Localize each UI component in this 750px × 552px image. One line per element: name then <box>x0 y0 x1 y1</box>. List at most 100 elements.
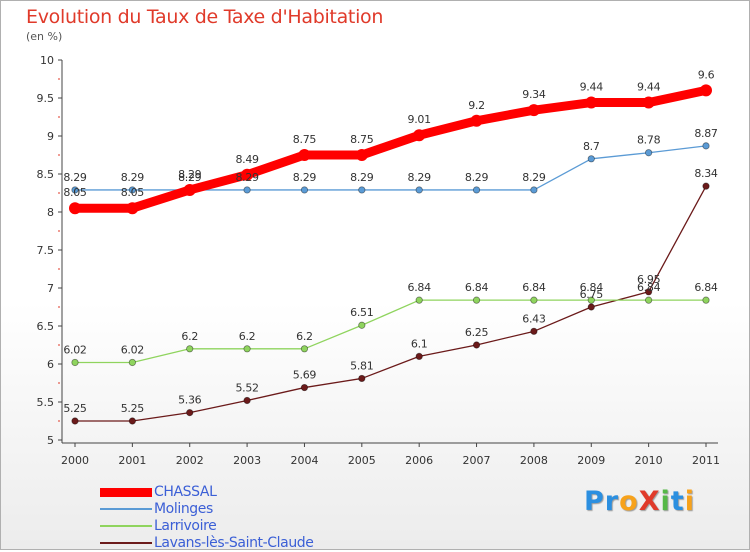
series-line <box>74 299 707 364</box>
data-label: 8.29 <box>63 171 87 184</box>
data-label: 6.84 <box>465 281 489 294</box>
data-point <box>702 142 710 150</box>
data-label: 9.34 <box>522 88 546 101</box>
x-tick-label: 2010 <box>635 454 663 467</box>
data-point <box>241 168 254 181</box>
data-label: 5.52 <box>235 381 258 394</box>
x-tick-label: 2004 <box>290 454 318 467</box>
data-point <box>530 296 538 304</box>
chart-title: Evolution du Taux de Taxe d'Habitation <box>26 6 384 28</box>
data-label: 5.25 <box>63 402 87 415</box>
data-label: 6.2 <box>239 330 256 343</box>
data-label: 9.2 <box>468 99 485 112</box>
data-label: 8.29 <box>178 168 202 181</box>
data-point <box>415 352 423 360</box>
data-point <box>645 149 653 157</box>
x-tick-label: 2000 <box>61 454 89 467</box>
data-point <box>702 296 710 304</box>
legend-item: Larrivoire <box>100 518 360 535</box>
data-point <box>358 186 366 194</box>
data-label: 8.87 <box>694 127 718 140</box>
data-label: 8.49 <box>235 153 259 166</box>
data-label: 6.84 <box>408 281 432 294</box>
data-point <box>186 409 194 417</box>
data-labels: 8.05 8.05 8.29 8.49 8.75 8.75 9.01 9.2 9.34 9.44 9… <box>63 68 718 415</box>
y-tick-label: 9 <box>47 130 54 143</box>
data-label: 6.84 <box>522 281 546 294</box>
data-point <box>300 383 309 392</box>
data-label: 5.69 <box>293 369 317 382</box>
y-tick-label: 8 <box>47 206 54 219</box>
data-label: 9.6 <box>698 68 715 81</box>
data-point <box>585 96 598 109</box>
data-point <box>415 186 423 194</box>
data-label: 6.02 <box>121 343 144 356</box>
data-point <box>128 358 136 367</box>
y-tick-label: 10 <box>40 54 54 67</box>
data-label: 6.84 <box>637 281 661 294</box>
data-label: 5.36 <box>178 394 202 407</box>
data-point <box>358 374 366 383</box>
data-point <box>71 186 79 194</box>
data-label: 6.2 <box>296 330 313 343</box>
legend-item: Molinges <box>100 501 360 518</box>
y-tick-label: 7.5 <box>37 244 55 257</box>
data-point <box>645 288 653 296</box>
data-label: 9.44 <box>637 81 661 94</box>
data-label: 8.05 <box>63 186 87 199</box>
data-label: 9.01 <box>408 113 431 126</box>
data-point <box>530 327 538 335</box>
series-line <box>74 185 707 422</box>
proxiti-logo: ProXiti <box>584 486 695 517</box>
data-point <box>530 186 538 194</box>
data-point <box>71 358 79 367</box>
data-label: 9.44 <box>580 81 604 94</box>
legend-item: CHASSAL <box>100 484 360 501</box>
data-point <box>587 155 595 163</box>
data-point <box>243 345 251 353</box>
data-label: 8.29 <box>350 171 374 184</box>
data-label: 5.25 <box>121 402 145 415</box>
x-tick-label: 2008 <box>520 454 548 467</box>
y-tick-label: 5.5 <box>37 396 55 409</box>
data-label: 8.29 <box>178 171 202 184</box>
data-label: 6.02 <box>63 343 86 356</box>
data-point <box>126 202 139 215</box>
data-label: 8.29 <box>465 171 489 184</box>
data-label: 8.29 <box>293 171 317 184</box>
data-label: 6.95 <box>637 273 661 286</box>
x-tick-label: 2002 <box>176 454 204 467</box>
data-point <box>183 183 196 196</box>
y-tick-label: 8.5 <box>37 168 55 181</box>
data-label: 8.05 <box>121 186 145 199</box>
series-line <box>70 85 711 213</box>
data-label: 5.81 <box>350 359 373 372</box>
data-point <box>702 182 710 190</box>
legend-label: Molinges <box>154 501 213 517</box>
data-point <box>413 129 426 142</box>
data-point <box>243 396 251 405</box>
data-point <box>587 296 595 304</box>
data-point <box>642 96 655 109</box>
data-label: 6.25 <box>465 326 489 339</box>
y-tick-label: 6 <box>47 358 54 371</box>
legend-swatch <box>100 542 152 544</box>
x-tick-label: 2009 <box>577 454 605 467</box>
data-point <box>243 186 251 194</box>
legend-swatch <box>100 508 152 510</box>
y-tick-label: 5 <box>47 434 54 447</box>
data-point <box>472 341 481 349</box>
data-point <box>300 345 309 353</box>
series-1 <box>71 142 710 194</box>
data-label: 8.29 <box>121 171 145 184</box>
data-point <box>300 186 309 194</box>
series-2 <box>71 296 710 367</box>
data-point <box>415 296 423 304</box>
legend-label: Lavans-lès-Saint-Claude <box>154 535 314 551</box>
data-point <box>128 186 136 194</box>
data-label: 6.2 <box>181 330 198 343</box>
legend: CHASSAL Molinges Larrivoire Lavans-lès-Sain… <box>100 484 360 552</box>
data-point <box>645 296 653 304</box>
legend-label: CHASSAL <box>154 484 217 500</box>
y-axis: 5 5.5 6 6.5 7 7.5 8 8.5 9 9.5 10 <box>37 54 63 447</box>
